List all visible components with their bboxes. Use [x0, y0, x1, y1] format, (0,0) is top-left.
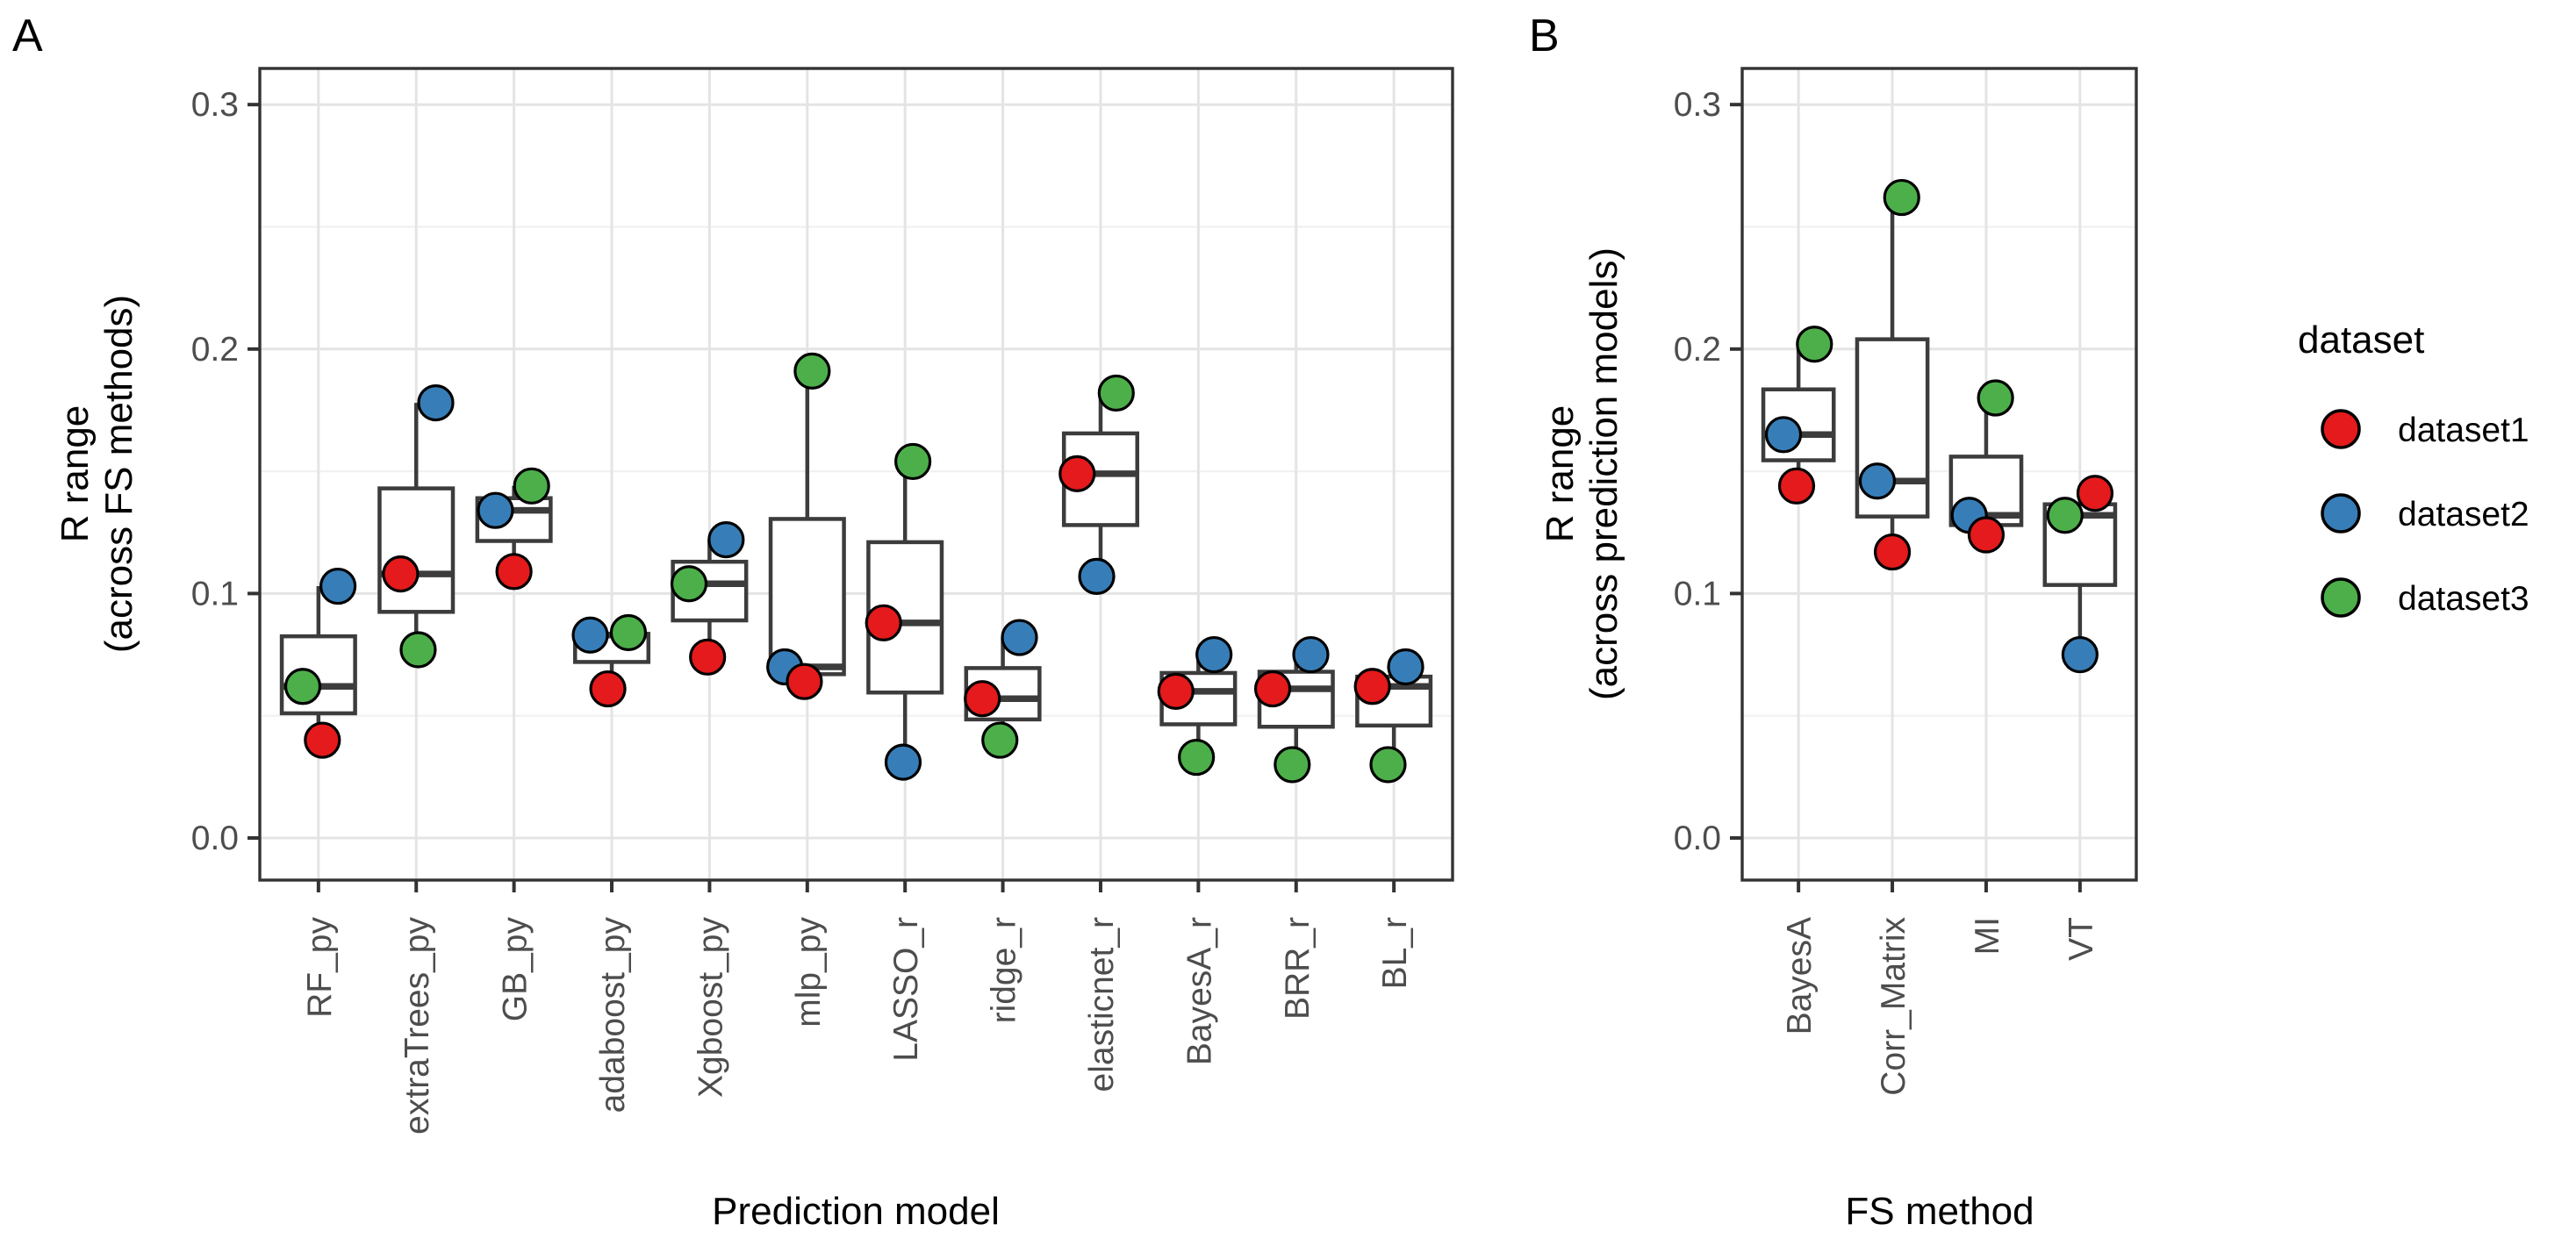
data-point-dataset1	[1058, 455, 1096, 492]
data-point-dataset1	[382, 555, 420, 593]
data-point-dataset3	[1274, 746, 1311, 784]
data-point-dataset2	[884, 743, 922, 781]
legend-label-dataset3: dataset3	[2398, 580, 2529, 618]
x-tick-label: LASSO_r	[887, 917, 925, 1062]
data-point-dataset3	[793, 352, 831, 390]
x-tick-label: adaboost_py	[594, 917, 632, 1114]
data-point-dataset2	[1858, 462, 1897, 500]
data-point-dataset3	[1369, 746, 1407, 784]
x-tick-label: Xgboost_py	[692, 917, 729, 1098]
data-point-dataset3	[670, 565, 708, 603]
y-tick-label: 0.3	[1674, 86, 1721, 124]
boxplot-box	[1159, 670, 1238, 727]
panel-border	[258, 67, 1454, 882]
boxplot-box	[768, 517, 846, 677]
legend-swatch-dataset3-icon	[2321, 577, 2361, 618]
data-point-dataset1	[1353, 668, 1391, 705]
data-point-dataset2	[571, 616, 609, 654]
data-point-dataset3	[894, 442, 932, 481]
data-point-dataset2	[1078, 557, 1116, 595]
data-point-dataset2	[707, 521, 745, 559]
data-point-dataset2	[1292, 635, 1330, 674]
y-tick-label: 0.2	[191, 331, 239, 369]
y-tick-label: 0.1	[1674, 575, 1721, 612]
x-tick-label: BRR_r	[1279, 917, 1317, 1020]
x-tick-label: RF_py	[301, 917, 339, 1018]
legend: dataset dataset1 dataset2 dataset3	[2298, 319, 2529, 618]
y-tick-label: 0.1	[191, 575, 239, 612]
x-tick-label: BayesA	[1781, 917, 1819, 1035]
x-tick-label: MI	[1969, 917, 2006, 955]
data-point-dataset1	[495, 553, 533, 591]
data-point-dataset1	[2076, 475, 2114, 512]
data-point-dataset3	[1977, 379, 2014, 417]
data-point-dataset3	[1796, 326, 1833, 363]
data-point-dataset2	[477, 491, 514, 529]
data-point-dataset2	[417, 383, 455, 422]
data-point-dataset1	[1157, 672, 1195, 710]
data-point-dataset3	[399, 631, 437, 669]
data-point-dataset3	[1883, 178, 1920, 217]
y-tick-label: 0.2	[1674, 331, 1721, 369]
data-point-dataset3	[2046, 497, 2084, 534]
legend-title: dataset	[2298, 319, 2424, 362]
panel-b-y-axis-label-line2: (across prediction models)	[1582, 247, 1625, 700]
data-point-dataset1	[1777, 467, 1816, 505]
data-point-dataset2	[319, 567, 357, 605]
x-tick-label: mlp_py	[790, 917, 828, 1028]
data-point-dataset1	[865, 604, 902, 641]
data-point-dataset1	[786, 662, 823, 700]
data-point-dataset1	[964, 680, 1001, 718]
panel-a-y-axis-label-line1: R range	[54, 405, 97, 543]
x-tick-label: GB_py	[497, 917, 535, 1022]
legend-label-dataset2: dataset2	[2398, 496, 2529, 533]
panel-a-x-axis-title: Prediction model	[712, 1190, 1000, 1233]
boxplot-box	[377, 486, 456, 614]
data-point-dataset1	[304, 721, 341, 759]
data-point-dataset2	[1387, 648, 1424, 686]
panel-a-gridlines	[260, 68, 1453, 880]
data-point-dataset3	[283, 668, 322, 705]
legend-swatch-dataset1-icon	[2321, 409, 2361, 449]
panel-label-b: B	[1529, 11, 1560, 61]
data-point-dataset2	[1195, 635, 1233, 674]
data-point-dataset2	[1001, 619, 1038, 656]
data-point-dataset3	[609, 613, 648, 652]
panel-a-marks	[279, 352, 1433, 784]
panel-b-marks	[1761, 178, 2118, 674]
panel-b-y-axis-label-line1: R range	[1539, 405, 1582, 543]
panel-border	[1740, 67, 2138, 882]
panel-a-axes: 0.0 0.1 0.2 0.3 RF_py extraTrees_py GB_py adabo…	[191, 67, 1454, 1135]
x-tick-label: Corr_Matrix	[1875, 917, 1912, 1096]
data-point-dataset1	[1253, 670, 1292, 708]
y-tick-label: 0.3	[191, 86, 239, 124]
x-tick-label: BayesA_r	[1180, 917, 1218, 1065]
panel-b-axes: 0.0 0.1 0.2 0.3 BayesA Corr_Matrix MI VT	[1674, 67, 2138, 1096]
legend-swatch-dataset2-icon	[2321, 493, 2361, 533]
y-tick-label: 0.0	[191, 820, 239, 857]
data-point-dataset1	[1967, 516, 2006, 554]
x-tick-label: VT	[2063, 917, 2100, 961]
panel-b-x-axis-title: FS method	[1845, 1190, 2034, 1233]
data-point-dataset2	[1764, 416, 1803, 454]
data-point-dataset3	[1178, 738, 1216, 777]
x-tick-label: extraTrees_py	[398, 917, 436, 1135]
data-point-dataset1	[689, 638, 727, 676]
x-tick-label: elasticnet_r	[1083, 917, 1121, 1092]
data-point-dataset2	[2061, 635, 2099, 674]
y-tick-label: 0.0	[1674, 820, 1721, 857]
panel-label-a: A	[12, 11, 43, 61]
data-point-dataset1	[1873, 533, 1912, 571]
panel-a-y-axis-label-line2: (across FS methods)	[97, 295, 140, 653]
legend-label-dataset1: dataset1	[2398, 412, 2529, 449]
data-point-dataset1	[589, 670, 627, 708]
x-tick-label: ridge_r	[986, 917, 1023, 1023]
data-point-dataset3	[1097, 374, 1135, 412]
x-tick-label: BL_r	[1376, 917, 1414, 989]
data-point-dataset3	[513, 467, 550, 505]
data-point-dataset3	[981, 721, 1019, 759]
